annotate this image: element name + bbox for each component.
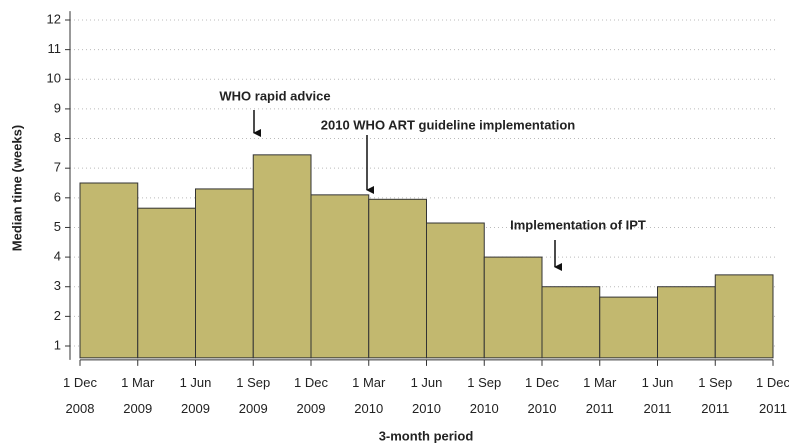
annotation: 2010 WHO ART guideline implementation <box>321 117 576 132</box>
y-tick-label: 2 <box>54 308 61 323</box>
y-tick-label: 4 <box>54 249 61 264</box>
annotation: Implementation of IPT <box>510 217 646 232</box>
y-tick-label: 10 <box>47 71 61 86</box>
x-tick-label: 1 Dec 2010 <box>525 374 559 416</box>
bar <box>714 274 774 359</box>
x-tick-label: 1 Sep 2011 <box>698 374 733 416</box>
x-tick-label: 1 Dec 2008 <box>63 374 97 416</box>
bar <box>137 207 196 359</box>
x-tick-label: 1 Mar 2010 <box>352 374 386 416</box>
bar <box>368 198 427 359</box>
x-tick-label: 1 Mar 2009 <box>121 374 155 416</box>
bar <box>79 182 139 359</box>
x-tick-label: 1 Dec 2009 <box>294 374 328 416</box>
x-tick-label: 1 Sep 2010 <box>467 374 502 416</box>
bar <box>657 286 716 359</box>
annotation: WHO rapid advice <box>219 88 330 103</box>
y-tick-label: 8 <box>54 130 61 145</box>
y-tick-label: 5 <box>54 219 61 234</box>
x-tick-label: 1 Jun 2010 <box>410 374 443 416</box>
bar <box>252 154 312 359</box>
y-tick-label: 1 <box>54 337 61 352</box>
x-tick-label: 1 Mar 2011 <box>583 374 617 416</box>
y-tick-label: 9 <box>54 100 61 115</box>
bar <box>426 222 485 359</box>
y-tick-label: 6 <box>54 189 61 204</box>
x-tick-label: 1 Jun 2011 <box>641 374 674 416</box>
bar <box>483 256 543 359</box>
bar <box>195 188 254 359</box>
y-tick-label: 11 <box>48 41 62 56</box>
y-tick-label: 12 <box>47 11 61 26</box>
x-tick-label: 1 Dec 2011 <box>756 374 789 416</box>
x-tick-label: 1 Jun 2009 <box>179 374 212 416</box>
y-tick-label: 3 <box>54 278 61 293</box>
bar <box>541 286 601 359</box>
y-axis-label: Median time (weeks) <box>9 125 24 251</box>
x-tick-label: 1 Sep 2009 <box>236 374 271 416</box>
y-tick-label: 7 <box>54 160 61 175</box>
x-axis-label: 3-month period <box>379 428 474 443</box>
bar <box>599 296 658 359</box>
bar <box>310 194 370 359</box>
